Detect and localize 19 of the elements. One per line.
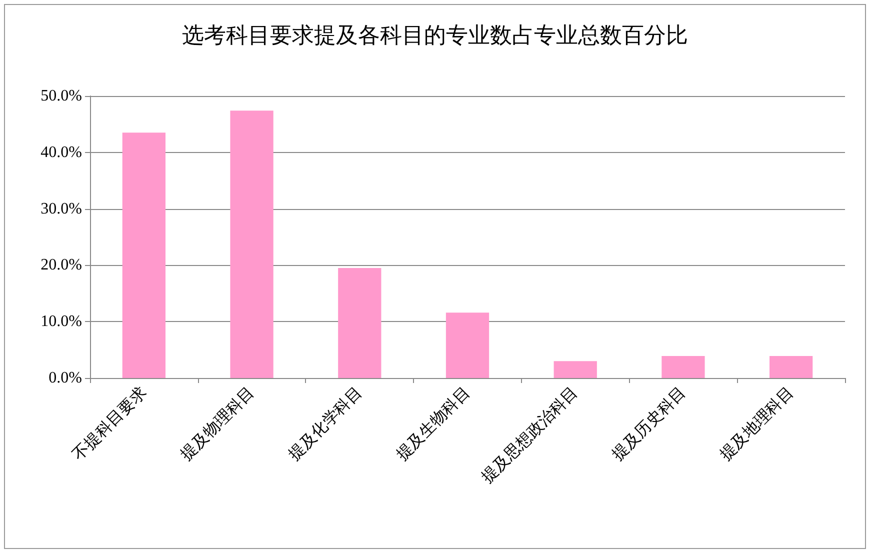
x-tick-label: 提及思想政治科目: [478, 383, 582, 487]
bar: [230, 110, 274, 378]
bar: [662, 356, 705, 378]
chart-title: 选考科目要求提及各科目的专业数占专业总数百分比: [182, 22, 688, 48]
y-tick-label: 50.0%: [40, 88, 82, 104]
bar: [122, 132, 166, 378]
bar: [554, 361, 597, 378]
x-tick-label: 提及生物科目: [392, 383, 474, 464]
y-tick-label: 10.0%: [40, 313, 82, 330]
x-tick-label: 提及历史科目: [608, 383, 690, 464]
y-tick-label: 20.0%: [40, 256, 82, 274]
y-tick-label: 40.0%: [40, 144, 82, 161]
x-tick-label: 提及物理科目: [177, 383, 258, 464]
y-tick-label: 30.0%: [40, 200, 82, 218]
x-tick-label: 提及化学科目: [285, 383, 366, 464]
bar: [770, 356, 813, 378]
x-tick-label: 提及地理科目: [716, 383, 798, 464]
bar: [338, 268, 382, 378]
bar: [446, 312, 490, 378]
